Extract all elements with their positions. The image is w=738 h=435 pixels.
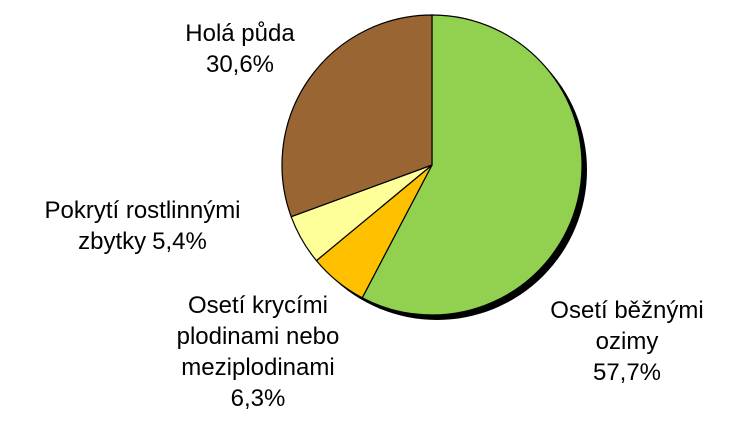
value-label: 5,4% — [152, 228, 207, 255]
category-label: Pokrytí rostlinnými zbytky — [44, 197, 241, 255]
slice-label: Pokrytí rostlinnými zbytky 5,4% — [0, 195, 285, 257]
pie-slice — [361, 14, 583, 316]
pie-slice — [281, 14, 433, 218]
value-label: 6,3% — [230, 385, 286, 412]
value-label: 30,6% — [205, 51, 275, 78]
category-label: Osetí běžnými ozimy — [550, 297, 704, 355]
slice-label: Holá půda 30,6% — [165, 18, 315, 80]
slice-label: Osetí běžnými ozimy 57,7% — [527, 295, 727, 388]
category-label: Osetí krycími plodinami nebo meziplodina… — [176, 292, 340, 381]
value-label: 57,7% — [592, 359, 662, 386]
slice-label: Osetí krycími plodinami nebo meziplodina… — [143, 290, 373, 414]
category-label: Holá půda — [185, 20, 295, 47]
